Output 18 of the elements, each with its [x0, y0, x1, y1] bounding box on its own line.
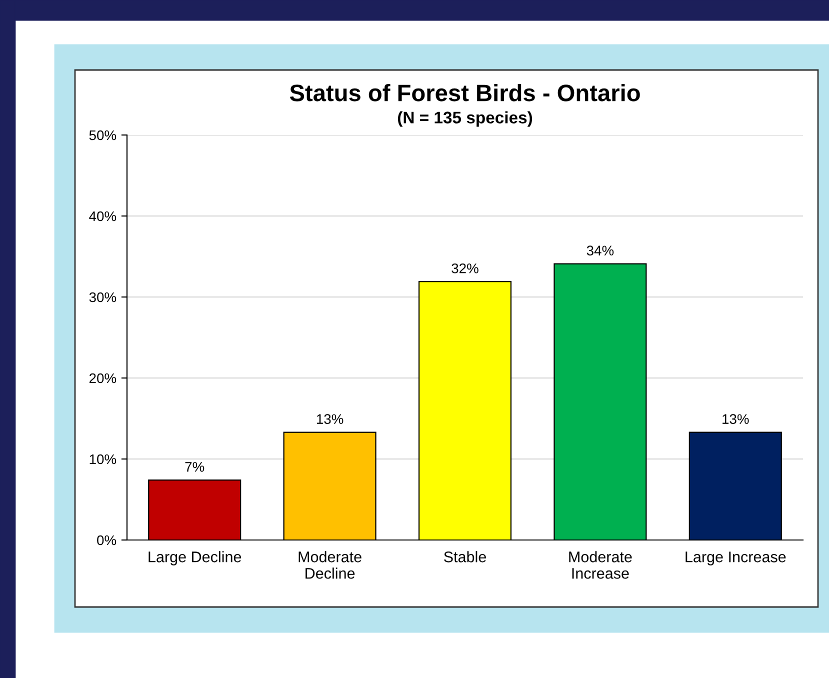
chart-title: Status of Forest Birds - Ontario	[290, 84, 640, 102]
data-label: 34%	[586, 246, 614, 256]
x-tick-label: Moderate Increase	[569, 551, 632, 579]
y-tick-label: 0%	[97, 535, 116, 546]
data-label: 7%	[185, 462, 204, 472]
x-tick-label: Moderate Decline	[298, 551, 362, 579]
data-label: 13%	[316, 414, 344, 424]
data-label: 32%	[452, 263, 478, 274]
y-tick-label: 30%	[89, 292, 116, 302]
x-tick-label: Large Increase	[686, 552, 786, 566]
data-label: 13%	[722, 414, 749, 424]
x-tick-label: Large Decline	[148, 551, 242, 566]
y-tick-label: 20%	[89, 373, 116, 384]
y-tick-label: 10%	[90, 454, 116, 464]
x-tick-label: Stable	[444, 551, 486, 562]
y-tick-label: 50%	[89, 130, 116, 140]
chart-subtitle: (N = 135 species)	[398, 111, 532, 127]
y-tick-label: 40%	[89, 211, 116, 222]
